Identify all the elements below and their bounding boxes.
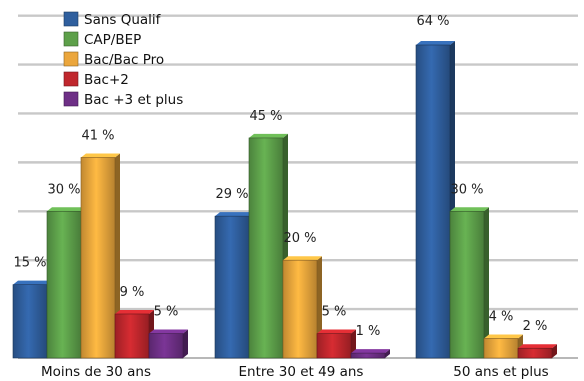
bar: [248, 133, 288, 359]
value-label: 30 %: [47, 182, 80, 197]
bar: [12, 280, 52, 359]
legend-label: Bac/Bac Pro: [84, 52, 164, 68]
category-label: Entre 30 et 49 ans: [239, 364, 364, 380]
bar: [415, 41, 455, 359]
bar: [214, 212, 254, 359]
bar: [517, 344, 557, 359]
legend-item: Bac/Bac Pro: [63, 51, 164, 68]
legend-swatch: [63, 31, 79, 47]
bar: [114, 309, 154, 359]
bar: [80, 153, 120, 359]
value-label: 30 %: [450, 182, 483, 197]
value-label: 1 %: [356, 324, 381, 339]
bar: [350, 349, 390, 359]
value-label: 64 %: [416, 14, 449, 29]
value-labels: 15 % 30 % 41 % 9 % 5 % 29 % 45 % 20 % 5 % 1 % 64 %…: [13, 14, 547, 339]
legend: Sans Qualif CAP/BEP Bac/Bac Pro Bac+2 Bac +3…: [63, 11, 183, 108]
category-label: Moins de 30 ans: [41, 364, 151, 380]
value-label: 41 %: [81, 128, 114, 143]
value-label: 5 %: [154, 305, 179, 320]
legend-item: Bac +3 et plus: [63, 91, 183, 108]
category-labels: Moins de 30 ans Entre 30 et 49 ans 50 ans …: [41, 364, 549, 380]
value-label: 2 %: [523, 319, 548, 334]
value-label: 20 %: [283, 231, 316, 246]
legend-item: Bac+2: [63, 71, 129, 88]
value-label: 4 %: [489, 309, 514, 324]
legend-label: CAP/BEP: [84, 32, 141, 48]
value-label: 45 %: [249, 109, 282, 124]
legend-swatch: [63, 11, 79, 27]
legend-label: Bac+2: [84, 72, 129, 88]
legend-swatch: [63, 91, 79, 107]
value-label: 29 %: [215, 187, 248, 202]
legend-swatch: [63, 51, 79, 67]
legend-label: Bac +3 et plus: [84, 92, 183, 108]
bar: [316, 329, 356, 359]
value-label: 15 %: [13, 256, 46, 271]
legend-item: CAP/BEP: [63, 31, 141, 48]
bar: [282, 256, 322, 359]
bar: [148, 329, 188, 359]
value-label: 5 %: [322, 305, 347, 320]
bar: [46, 207, 86, 359]
category-label: 50 ans et plus: [453, 364, 548, 380]
bars: [12, 41, 557, 359]
legend-label: Sans Qualif: [84, 12, 162, 28]
bar: [483, 334, 523, 359]
value-label: 9 %: [120, 285, 145, 300]
legend-swatch: [63, 71, 79, 87]
bar: [449, 207, 489, 359]
legend-item: Sans Qualif: [63, 11, 162, 28]
